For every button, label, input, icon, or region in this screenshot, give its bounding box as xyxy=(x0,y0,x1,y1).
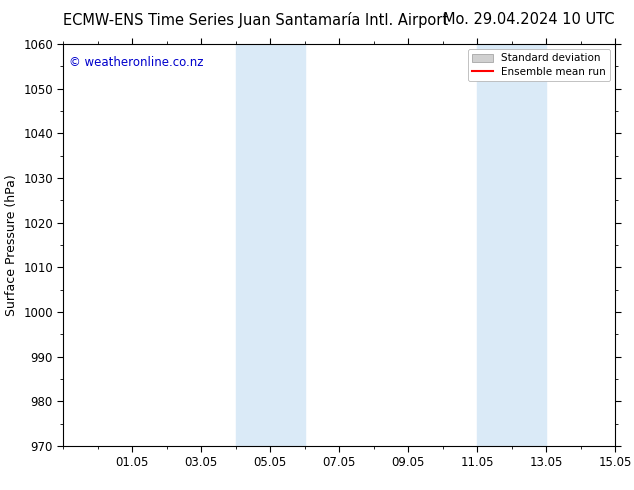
Text: © weatheronline.co.nz: © weatheronline.co.nz xyxy=(69,56,204,69)
Bar xyxy=(236,44,305,446)
Text: Mo. 29.04.2024 10 UTC: Mo. 29.04.2024 10 UTC xyxy=(443,12,615,27)
Y-axis label: Surface Pressure (hPa): Surface Pressure (hPa) xyxy=(4,174,18,316)
Text: ECMW-ENS Time Series Juan Santamaría Intl. Airport: ECMW-ENS Time Series Juan Santamaría Int… xyxy=(63,12,448,28)
Bar xyxy=(477,44,546,446)
Legend: Standard deviation, Ensemble mean run: Standard deviation, Ensemble mean run xyxy=(467,49,610,81)
